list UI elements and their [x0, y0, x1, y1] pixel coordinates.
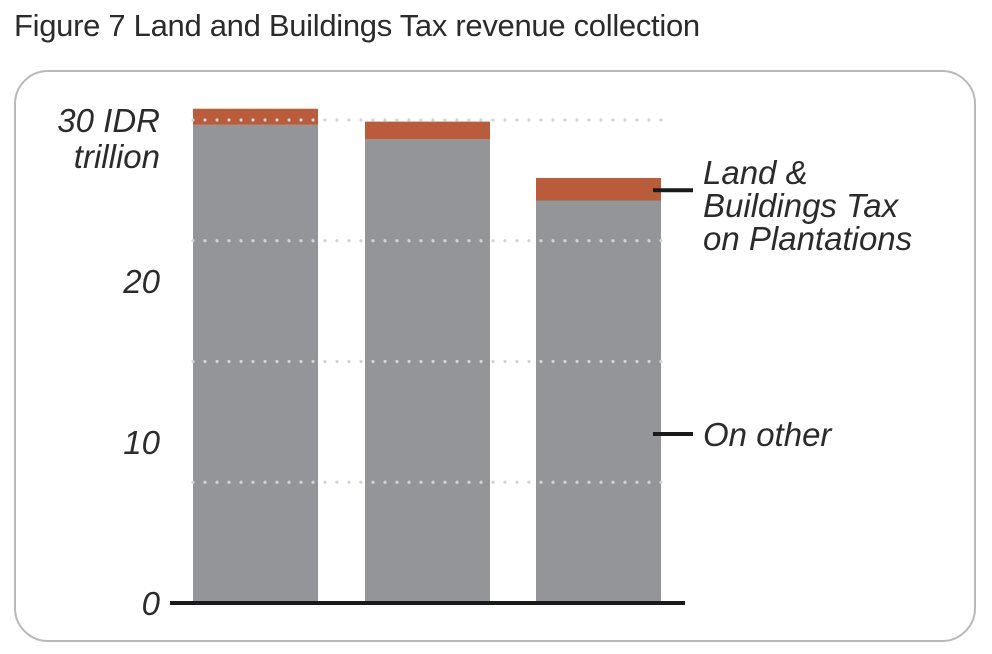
- y-tick-label-0: 0: [142, 585, 161, 622]
- legend-label-on-other-line-1: On other: [703, 416, 833, 453]
- y-tick-label-30-line-2: trillion: [74, 138, 160, 175]
- bar-plantations-1: [193, 108, 318, 125]
- bar-on-other-1: [193, 124, 318, 603]
- y-tick-label-10: 10: [123, 424, 160, 461]
- legend-label-plantations-line-1: Land &: [703, 154, 808, 191]
- bar-plantations-2: [365, 121, 490, 140]
- y-tick-label-30-line-1: 30 IDR: [57, 102, 160, 139]
- y-tick-label-20: 20: [122, 263, 160, 300]
- figure-title: Figure 7 Land and Buildings Tax revenue …: [14, 8, 700, 43]
- bar-on-other-2: [365, 139, 490, 603]
- chart-frame: [14, 70, 976, 642]
- bar-on-other-3: [536, 200, 661, 603]
- legend-label-plantations-line-3: on Plantations: [703, 220, 912, 257]
- bar-plantations-3: [536, 177, 661, 201]
- legend-label-plantations-line-2: Buildings Tax: [703, 187, 900, 224]
